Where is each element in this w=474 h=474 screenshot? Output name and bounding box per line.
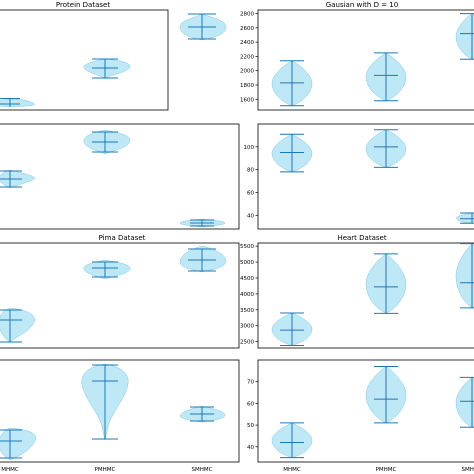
y-tick-label: 3000 [240, 324, 254, 330]
axes-frame [0, 9, 169, 111]
y-tick-label: 5500 [240, 244, 254, 250]
violin-smhmc [179, 245, 227, 273]
axes-frame [257, 359, 474, 463]
panel-right: Gausian with D = 10 1600 1800 2000 2200 2400 2… [240, 1, 474, 111]
y-tick-label: 2800 [240, 12, 254, 18]
panel-right: Heart Dataset 2500 3000 3500 4000 4500 5000 550… [240, 234, 474, 349]
x-tick-labels: MHMC PMHMC SMHMC [1, 467, 212, 473]
axes-frame [0, 359, 240, 463]
panel-right: 40 60 80 100 [244, 123, 474, 230]
violin-body [455, 212, 474, 224]
y-tick-label: 2200 [240, 54, 254, 60]
panel-title: Gausian with D = 10 [326, 1, 398, 9]
violin-body [455, 13, 474, 60]
x-tick-label: MHMC [283, 467, 301, 473]
x-tick-label: SMHMC [192, 467, 213, 473]
panel-right: 40 50 60 70 MHMC PMHMC SMHMC [247, 359, 474, 473]
y-tick-label: 60 [247, 401, 254, 407]
y-tick-label: 1800 [240, 83, 254, 89]
violin-body [455, 377, 474, 428]
x-tick-label: PMHMC [376, 467, 397, 473]
y-tick-label: 2600 [240, 26, 254, 32]
axes-frame [0, 123, 240, 230]
y-tick-label: 1600 [240, 97, 254, 103]
panel-left-row2 [0, 123, 240, 230]
y-tick-label: 2500 [240, 340, 254, 346]
panel-protein: Protein Dataset [0, 1, 227, 111]
axes-frame [257, 123, 474, 230]
y-tick-label: 4000 [240, 292, 254, 298]
y-tick-label: 50 [247, 423, 254, 429]
x-tick-label: PMHMC [95, 467, 116, 473]
y-tick-label: 3500 [240, 308, 254, 314]
violin-pmhmc [83, 259, 131, 280]
right-panels: Gausian with D = 10 1600 1800 2000 2200 2400 2… [240, 1, 474, 473]
panel-pima: Pima Dataset [0, 234, 240, 349]
panel-title: Pima Dataset [99, 234, 146, 242]
x-tick-label: SMHMC [462, 467, 474, 473]
axes-frame [257, 242, 474, 349]
y-tick-label: 40 [247, 213, 254, 219]
violin-mhmc [0, 307, 36, 343]
y-tick-label: 5000 [240, 260, 254, 266]
axes-frame [0, 242, 240, 349]
y-tick-label: 100 [244, 145, 255, 151]
y-tick-label: 2400 [240, 40, 254, 46]
y-tick-label: 40 [247, 445, 254, 451]
panel-left-row4: MHMC PMHMC SMHMC [0, 359, 240, 473]
violin-body [455, 243, 474, 309]
y-tick-label: 60 [247, 190, 254, 196]
violin-mhmc [0, 98, 35, 107]
y-tick-label: 70 [247, 380, 254, 386]
y-tick-label: 4500 [240, 276, 254, 282]
y-tick-label: 2000 [240, 69, 254, 75]
x-tick-label: MHMC [1, 467, 19, 473]
y-tick-label: 80 [247, 168, 254, 174]
panel-title: Heart Dataset [337, 234, 386, 242]
panel-title: Protein Dataset [56, 1, 110, 9]
violin-mhmc [0, 427, 37, 461]
axes-frame [257, 9, 474, 111]
